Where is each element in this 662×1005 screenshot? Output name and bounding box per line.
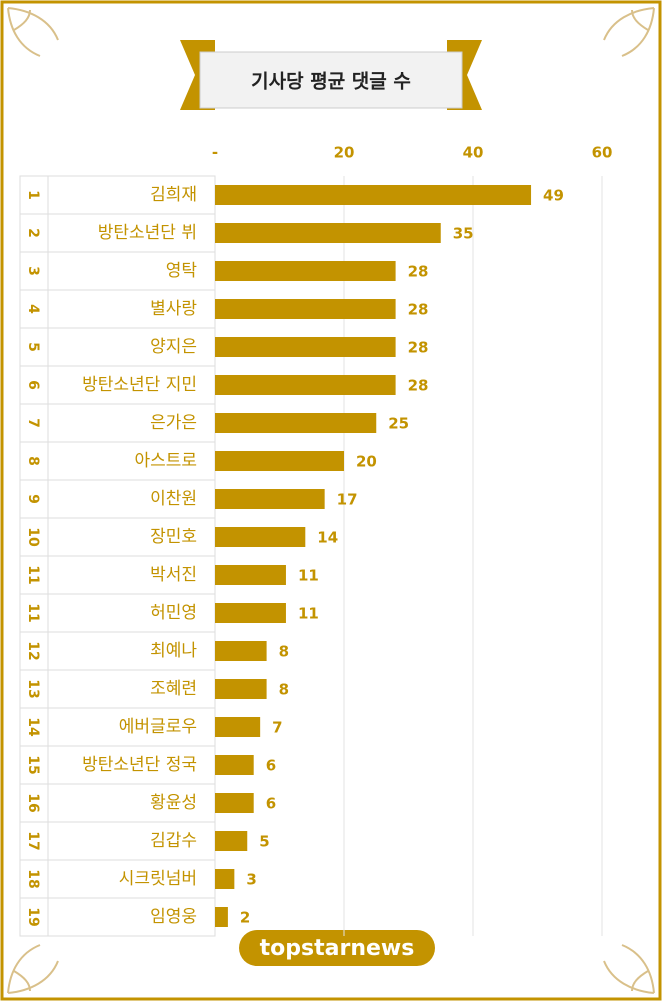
value-label: 11 <box>298 605 319 623</box>
bar <box>215 223 441 243</box>
bar <box>215 527 306 547</box>
rank-label: 3 <box>25 266 41 276</box>
y-tick-label: 방탄소년단 뷔 <box>98 223 197 243</box>
y-tick-label: 김희재 <box>150 185 197 205</box>
bar <box>215 565 286 585</box>
rank-label: 18 <box>25 869 41 888</box>
y-tick-label: 허민영 <box>150 603 197 623</box>
title-banner <box>180 40 482 110</box>
rank-label: 9 <box>25 494 41 504</box>
bar <box>215 451 344 471</box>
bar <box>215 679 267 699</box>
logo <box>239 930 435 966</box>
y-tick-label: 별사랑 <box>150 299 197 319</box>
value-label: 14 <box>317 529 338 547</box>
value-label: 28 <box>408 377 429 395</box>
x-tick-label: 20 <box>334 144 355 162</box>
rank-label: 6 <box>25 380 41 390</box>
bar <box>215 793 254 813</box>
y-tick-label: 김갑수 <box>150 831 197 851</box>
rank-label: 5 <box>25 342 41 352</box>
value-label: 28 <box>408 263 429 281</box>
bar <box>215 869 235 889</box>
value-label: 28 <box>408 339 429 357</box>
y-tick-label: 이찬원 <box>150 489 197 509</box>
rank-label: 11 <box>25 565 41 584</box>
value-label: 8 <box>279 643 289 661</box>
rank-label: 10 <box>25 527 41 547</box>
corner-ornaments <box>7 7 655 994</box>
value-label: 49 <box>543 187 564 205</box>
rank-label: 15 <box>25 755 41 774</box>
x-tick-label: 60 <box>592 144 613 162</box>
rank-label: 19 <box>25 907 41 926</box>
bar <box>215 603 286 623</box>
y-tick-label: 방탄소년단 정국 <box>82 755 197 775</box>
y-tick-label: 조혜련 <box>150 679 197 699</box>
value-label: 3 <box>246 871 256 889</box>
bar <box>215 337 396 357</box>
y-tick-label: 영탁 <box>166 261 198 281</box>
rank-label: 1 <box>25 190 41 200</box>
y-tick-label: 시크릿넘버 <box>119 869 197 889</box>
bar <box>215 755 254 775</box>
rank-label: 16 <box>25 793 41 812</box>
bar <box>215 489 325 509</box>
rank-label: 7 <box>25 418 41 428</box>
rank-label: 4 <box>25 304 41 314</box>
y-tick-label: 은가은 <box>150 413 197 433</box>
y-tick-label: 최예나 <box>150 641 197 661</box>
y-tick-label: 에버글로우 <box>119 717 197 737</box>
x-tick-label: 40 <box>463 144 484 162</box>
value-label: 20 <box>356 453 377 471</box>
rank-label: 2 <box>25 228 41 238</box>
logo-text: topstarnews <box>260 936 415 961</box>
y-tick-label: 아스트로 <box>134 451 197 471</box>
value-label: 8 <box>279 681 289 699</box>
value-label: 11 <box>298 567 319 585</box>
value-label: 35 <box>453 225 474 243</box>
value-label: 7 <box>272 719 282 737</box>
bar <box>215 185 532 205</box>
rank-label: 8 <box>25 456 41 466</box>
y-tick-label: 방탄소년단 지민 <box>82 375 197 395</box>
bar <box>215 261 396 281</box>
rank-label: 12 <box>25 641 41 660</box>
value-label: 25 <box>388 415 409 433</box>
value-label: 17 <box>337 491 358 509</box>
value-label: 5 <box>259 833 269 851</box>
value-label: 6 <box>266 795 276 813</box>
bar <box>215 831 248 851</box>
x-tick-label: - <box>212 144 218 162</box>
rank-label: 13 <box>25 679 41 698</box>
value-label: 2 <box>240 909 250 927</box>
bar <box>215 299 396 319</box>
bar <box>215 375 396 395</box>
y-tick-label: 양지은 <box>150 337 197 357</box>
bar <box>215 717 261 737</box>
bar <box>215 641 267 661</box>
y-tick-label: 장민호 <box>150 527 197 547</box>
value-label: 6 <box>266 757 276 775</box>
bar <box>215 907 228 927</box>
y-tick-label: 박서진 <box>150 565 197 585</box>
rank-label: 11 <box>25 603 41 622</box>
y-tick-label: 황윤성 <box>150 793 197 813</box>
chart-title: 기사당 평균 댓글 수 <box>251 71 411 93</box>
y-tick-label: 임영웅 <box>150 907 197 927</box>
rank-label: 14 <box>25 717 41 737</box>
value-label: 28 <box>408 301 429 319</box>
bar <box>215 413 377 433</box>
rank-label: 17 <box>25 831 41 850</box>
